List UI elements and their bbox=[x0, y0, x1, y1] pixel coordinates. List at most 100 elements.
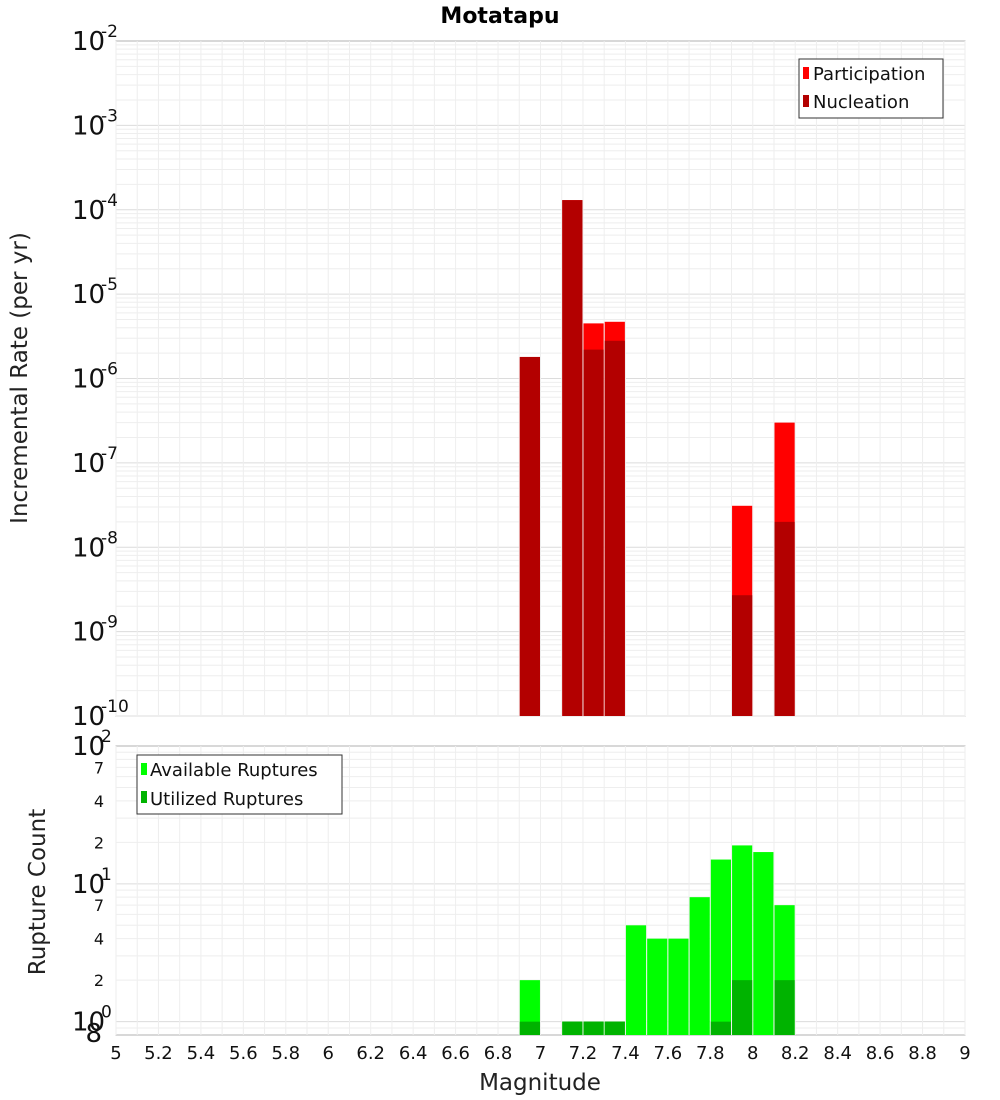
magnitude-tick-label: 5.8 bbox=[271, 1043, 300, 1064]
magnitude-tick-label: 6.4 bbox=[399, 1043, 428, 1064]
nucleation-bar bbox=[732, 595, 753, 716]
count-y-axis-title: Rupture Count bbox=[25, 809, 51, 975]
utilized-ruptures-bar bbox=[774, 980, 795, 1035]
rate-y-tick-label: 10-4 bbox=[72, 191, 118, 226]
participation-legend-label: Participation bbox=[813, 64, 925, 85]
count-y-minor-tick-label: 2 bbox=[94, 833, 104, 852]
count-y-tick-exponent: 2 bbox=[101, 727, 112, 747]
count-y-minor-tick-label: 4 bbox=[94, 792, 104, 811]
rate-y-tick-exponent: -5 bbox=[101, 275, 118, 295]
rate-y-tick-base: 10 bbox=[72, 111, 105, 141]
rate-y-tick-base: 10 bbox=[72, 365, 105, 395]
utilized-legend-swatch bbox=[141, 791, 147, 803]
utilized-ruptures-bar bbox=[562, 1021, 583, 1035]
count-grid bbox=[115, 746, 966, 1035]
available-ruptures-bar bbox=[519, 980, 540, 1035]
rate-y-tick-exponent: -3 bbox=[101, 106, 118, 126]
utilized-legend-label: Utilized Ruptures bbox=[150, 789, 303, 810]
magnitude-tick-label: 7.2 bbox=[569, 1043, 598, 1064]
utilized-ruptures-bar bbox=[732, 980, 753, 1035]
rate-y-tick-label: 10-6 bbox=[72, 360, 118, 395]
rate-y-tick-label: 10-3 bbox=[72, 106, 118, 141]
magnitude-tick-label: 5.4 bbox=[187, 1043, 216, 1064]
nucleation-bar bbox=[604, 340, 625, 716]
utilized-ruptures-bar bbox=[710, 1021, 731, 1035]
rate-y-tick-base: 10 bbox=[72, 533, 105, 563]
magnitude-tick-label: 5.6 bbox=[229, 1043, 258, 1064]
rate-y-axis-title: Incremental Rate (per yr) bbox=[7, 232, 33, 524]
utilized-ruptures-bar bbox=[519, 1021, 540, 1035]
rate-y-tick-label: 10-5 bbox=[72, 275, 118, 310]
nucleation-bar bbox=[562, 200, 583, 716]
magnitude-tick-label: 6.2 bbox=[356, 1043, 385, 1064]
available-legend-swatch bbox=[141, 763, 147, 775]
magnitude-tick-label: 5.2 bbox=[144, 1043, 173, 1064]
nucleation-bar bbox=[519, 356, 540, 716]
rate-bars bbox=[519, 200, 795, 716]
magnitude-tick-label: 8.8 bbox=[908, 1043, 937, 1064]
nucleation-legend-swatch bbox=[803, 95, 809, 107]
count-y-tick-base: 10 bbox=[72, 870, 105, 900]
rate-y-tick-base: 10 bbox=[72, 196, 105, 226]
rate-y-tick-label: 10-10 bbox=[72, 697, 129, 732]
magnitude-tick-label: 7 bbox=[535, 1043, 546, 1064]
utilized-ruptures-bar bbox=[604, 1021, 625, 1035]
magnitude-tick-label: 6.6 bbox=[441, 1043, 470, 1064]
count-y-tick-label: 102 bbox=[72, 727, 112, 762]
count-y-minor-tick-label: 7 bbox=[94, 758, 104, 777]
magnitude-tick-label: 6.8 bbox=[484, 1043, 513, 1064]
rate-legend-box bbox=[798, 58, 944, 119]
available-ruptures-bar bbox=[710, 859, 731, 1035]
count-y-tick-exponent: 1 bbox=[101, 865, 112, 885]
magnitude-tick-label: 7.4 bbox=[611, 1043, 640, 1064]
count-bars bbox=[519, 845, 795, 1035]
available-ruptures-bar bbox=[689, 897, 710, 1035]
available-ruptures-bar bbox=[647, 938, 668, 1035]
count-y-tick-label: 101 bbox=[72, 865, 112, 900]
count-legend-box bbox=[136, 754, 343, 815]
magnitude-tick-label: 9 bbox=[959, 1043, 970, 1064]
magnitude-tick-labels: 5 5.2 5.4 5.6 5.8 6 6.2 6.4 6.6 6.8 7 7.2 7.4 7.6 7.8 8… bbox=[110, 1043, 970, 1064]
rate-y-tick-exponent: -8 bbox=[101, 528, 118, 548]
participation-legend-swatch bbox=[803, 67, 809, 79]
magnitude-tick-label: 8 bbox=[747, 1043, 758, 1064]
count-y-tick-exponent: 0 bbox=[101, 1003, 112, 1023]
magnitude-tick-label: 7.6 bbox=[654, 1043, 683, 1064]
magnitude-tick-label: 8.4 bbox=[823, 1043, 852, 1064]
rate-y-tick-label: 10-7 bbox=[72, 444, 118, 479]
available-ruptures-bar bbox=[625, 925, 647, 1035]
available-legend-label: Available Ruptures bbox=[150, 760, 318, 781]
available-ruptures-bar bbox=[753, 852, 774, 1035]
magnitude-tick-label: 7.8 bbox=[696, 1043, 725, 1064]
rate-y-tick-base: 10 bbox=[72, 702, 105, 732]
count-y-minor-tick-label: 4 bbox=[94, 930, 104, 949]
count-y-minor-tick-label: 8 bbox=[85, 1019, 102, 1049]
nucleation-bar bbox=[774, 521, 795, 716]
rate-y-tick-exponent: -9 bbox=[101, 613, 118, 633]
rate-y-tick-exponent: -10 bbox=[101, 697, 129, 717]
magnitude-tick-label: 8.6 bbox=[866, 1043, 895, 1064]
magnitude-axis-title: Magnitude bbox=[479, 1070, 601, 1096]
count-y-tick-label: 100 bbox=[72, 1003, 112, 1038]
rate-y-tick-base: 10 bbox=[72, 280, 105, 310]
magnitude-tick-label: 5 bbox=[110, 1043, 121, 1064]
rate-y-tick-label: 10-2 bbox=[72, 22, 118, 57]
rate-y-tick-exponent: -7 bbox=[101, 444, 118, 464]
rate-y-tick-exponent: -4 bbox=[101, 191, 118, 211]
count-y-tick-base: 10 bbox=[72, 732, 105, 762]
magnitude-tick-label: 6 bbox=[323, 1043, 334, 1064]
utilized-ruptures-bar bbox=[583, 1021, 604, 1035]
rate-grid bbox=[115, 41, 966, 717]
rate-y-tick-base: 10 bbox=[72, 618, 105, 648]
count-y-tick-base: 10 bbox=[72, 1008, 105, 1038]
nucleation-legend-label: Nucleation bbox=[813, 92, 909, 113]
chart-title: Motatapu bbox=[440, 4, 559, 29]
count-y-minor-tick-label: 7 bbox=[94, 896, 104, 915]
rate-y-tick-exponent: -2 bbox=[101, 22, 118, 42]
rate-y-tick-base: 10 bbox=[72, 449, 105, 479]
rate-legend: Participation Nucleation bbox=[798, 58, 944, 119]
